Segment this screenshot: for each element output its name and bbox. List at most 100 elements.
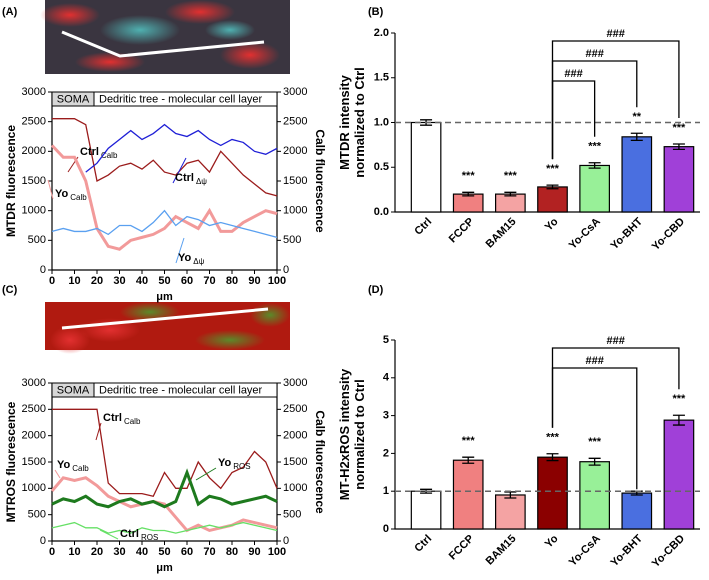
series-label: Ctrl Calb [80,146,118,160]
comparison-label: ### [564,68,582,80]
x-tick-label: Yo-CsA [567,533,603,569]
error-bar [462,456,475,464]
comparison-label: ### [607,335,625,347]
series-line [85,123,278,173]
series-subscript: ROS [141,533,158,542]
x-tick-label: Yo-CsA [567,216,603,252]
significance: *** [462,435,476,447]
error-bar [588,162,601,169]
label-pointer [99,529,119,540]
bar [452,459,484,530]
header-region: Dedritic tree - molecular cell layer [99,93,263,105]
label-pointer [47,179,54,200]
y-tick-label: 1500 [22,456,46,468]
bar [495,193,526,213]
x-tick-label: 50 [158,546,170,558]
y-tick-label: 2 [383,447,389,459]
series-name: Yo [57,459,71,471]
significance: *** [546,432,560,444]
y2-tick-label: 1500 [283,456,307,468]
panel-label: (D) [368,284,384,296]
x-tick-label: 60 [181,546,193,558]
x-tick-label: BAM15 [484,216,519,251]
x-tick-label: 30 [113,275,125,287]
error-bar [672,414,685,426]
significance: *** [462,170,476,182]
y-tick-label: 0 [383,523,389,535]
y-tick-label: 2000 [22,430,46,442]
label-pointer [195,467,217,481]
y-axis-label: MTDR intensitynormalized to Ctrl [337,67,367,178]
series-subscript: Calb [70,193,87,202]
series-line [50,476,278,533]
y-tick-label: 3 [383,410,389,422]
bar [579,164,610,213]
y-axis-label: MTDR fluorescence [4,125,18,237]
series-line [51,468,278,509]
y-axis-label: MT-H2xROS intensitynormalized to Ctrl [337,368,367,500]
bar [621,492,653,530]
error-bar [546,453,559,462]
y2-tick-label: 0 [283,535,289,547]
x-tick-label: Ctrl [412,533,434,555]
y-tick-label: 1000 [22,482,46,494]
significance: *** [588,436,602,448]
panel-label: (A) [2,6,18,18]
y-axis-label: MTROS fluorescence [4,401,18,522]
series-name: Yo [178,252,192,264]
y2-tick-label: 2000 [283,430,307,442]
header-region: Dedritic tree - molecular cell layer [99,384,263,396]
series-subscript: Calb [124,417,141,426]
error-bar [546,184,559,190]
y2-tick-label: 500 [283,509,301,521]
series-label: Yo Calb [57,459,89,473]
series-name: Ctrl [103,412,122,424]
micrograph-c [45,302,290,354]
error-bar [672,143,685,150]
bar [537,456,568,530]
y2-tick-label: 1500 [283,175,307,187]
x-tick-label: 100 [268,546,286,558]
y-tick-label: 5 [383,334,389,346]
x-tick-label: Yo-CBD [650,216,687,253]
header-soma: SOMA [57,384,90,396]
micrograph-a [40,0,290,74]
error-bar [504,491,517,499]
x-tick-label: 80 [226,275,238,287]
y-tick-label: 3000 [22,377,46,389]
y2-tick-label: 1000 [283,482,307,494]
y2-tick-label: 3000 [283,86,307,98]
x-tick-label: BAM15 [484,533,519,568]
bar [537,186,568,213]
y-tick-label: 0.0 [374,206,389,218]
x-tick-label: 20 [91,275,103,287]
x-tick-label: 70 [203,275,215,287]
x-axis-label: μm [156,562,173,574]
error-bar [630,132,643,142]
x-axis-label: μm [156,291,173,303]
comparison-label: ### [585,355,603,367]
y2-tick-label: 2500 [283,116,307,128]
x-tick-label: 90 [248,275,260,287]
error-bar [462,191,475,197]
bar [663,146,695,213]
significance: *** [504,170,518,182]
x-tick-label: 80 [226,546,238,558]
bar [621,136,653,213]
series-name: Ctrl [80,146,99,158]
soma-box [51,91,95,107]
x-tick-label: 100 [268,275,286,287]
comparison-label: ### [585,48,603,60]
x-tick-label: FCCP [447,533,477,563]
series-line [50,144,278,251]
x-tick-label: 0 [49,546,55,558]
bar [410,121,442,213]
y-tick-label: 500 [28,234,46,246]
y2-axis-label: Calb fluorescence [313,129,327,233]
x-tick-label: 10 [68,275,80,287]
y-tick-label: 1 [383,485,389,497]
y-tick-label: 1.5 [374,72,389,84]
x-tick-label: 70 [203,546,215,558]
series-subscript: Calb [72,464,89,473]
x-tick-label: 20 [91,546,103,558]
